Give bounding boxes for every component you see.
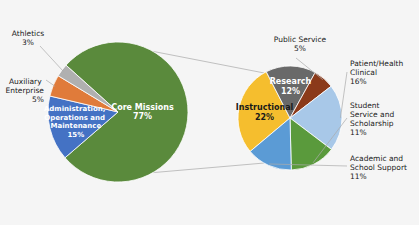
slice-value-label: 5% <box>294 44 306 53</box>
leader-line <box>269 164 347 166</box>
leader-line <box>340 72 347 118</box>
slice-label: Public Service <box>274 35 327 44</box>
pie-slice <box>290 118 331 170</box>
leader-line <box>296 58 323 80</box>
slice-value-label: 15% <box>67 131 84 139</box>
slice-value-label: 11% <box>350 128 367 137</box>
slice-value-label: 3% <box>22 38 34 47</box>
slice-label: Academic and School Support <box>350 154 407 172</box>
slice-label: Athletics <box>12 29 45 38</box>
slice-label: Administration, Operations and Maintenan… <box>44 105 108 130</box>
labels: Core Missions77% Administration, Operatio… <box>5 29 174 139</box>
connector-line <box>153 163 264 173</box>
slice-label: Student Service and Scholarship <box>350 101 397 128</box>
leader-line <box>40 46 63 72</box>
slice-value-label: 12% <box>281 87 300 96</box>
slice-label: Instructional <box>236 103 294 112</box>
slice-value-label: 22% <box>255 113 274 122</box>
slice-label: Patient/Health Clinical <box>350 59 406 77</box>
slice-label: Research <box>270 77 312 86</box>
slice-value-label: 5% <box>32 95 44 104</box>
slice-value-label: 11% <box>350 172 367 181</box>
slice-label: Core Missions <box>111 103 174 112</box>
slice-value-label: 16% <box>350 77 367 86</box>
slice-value-label: 77% <box>133 112 152 121</box>
pie <box>238 66 342 170</box>
chart: Core Missions77% Administration, Operatio… <box>0 0 419 225</box>
leader-line <box>46 80 55 86</box>
labels: Instructional22% Research12% Public Servic… <box>236 35 407 181</box>
pie-slice <box>250 118 291 170</box>
leader-line <box>313 118 347 163</box>
slice-label: Auxiliary Enterprise <box>5 77 44 95</box>
